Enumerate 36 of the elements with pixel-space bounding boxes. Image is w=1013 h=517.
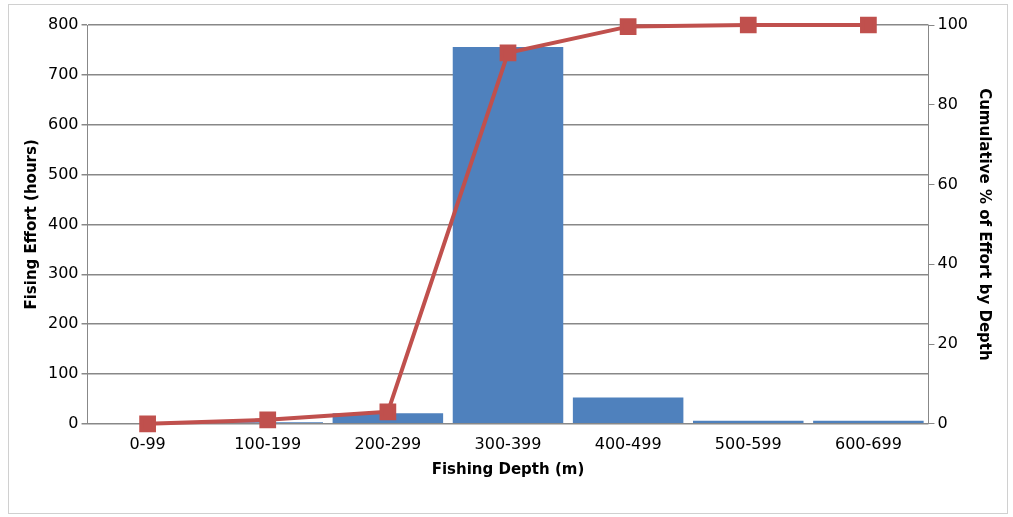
x-tick-label: 500-599: [714, 433, 782, 453]
y-tick-label: 700: [47, 64, 79, 84]
bar: [572, 397, 684, 424]
y-tick-label: 600: [47, 113, 79, 133]
y-tick-label: 100: [47, 363, 79, 383]
point: [619, 18, 637, 35]
y2-tick-label: 0: [937, 412, 948, 432]
x-tick-label: 600-699: [834, 433, 902, 453]
x-tick-label: 0-99: [129, 433, 166, 453]
x-tick-label: 300-399: [474, 433, 542, 453]
bar: [813, 420, 924, 424]
y-tick-label: 300: [47, 263, 79, 283]
point: [860, 16, 877, 34]
y-tick-label: 400: [47, 213, 79, 233]
point: [259, 411, 277, 429]
x-tick-label: 400-499: [594, 433, 662, 453]
y2-tick-label: 40: [937, 253, 958, 273]
y2-tick-label: 60: [937, 173, 958, 193]
y-tick-label: 800: [47, 14, 79, 34]
x-axis-title: Fishing Depth (m): [431, 459, 585, 478]
y2-axis-title: Cumulative % of Effort by Depth: [976, 88, 995, 361]
point: [499, 44, 517, 62]
bar: [693, 420, 804, 424]
y-tick-label: 200: [47, 313, 79, 333]
y-tick-label: 0: [68, 412, 79, 432]
y-tick-label: 500: [47, 163, 79, 183]
y2-tick-label: 80: [937, 93, 958, 113]
y-axis-title: Fising Effort (hours): [21, 139, 40, 310]
point: [379, 403, 397, 421]
y2-tick-label: 20: [937, 333, 958, 353]
point: [139, 415, 156, 433]
y2-tick-label: 100: [937, 14, 969, 34]
x-tick-label: 100-199: [234, 433, 302, 453]
x-tick-label: 200-299: [354, 433, 422, 453]
point: [739, 16, 757, 34]
bar: [452, 46, 564, 424]
